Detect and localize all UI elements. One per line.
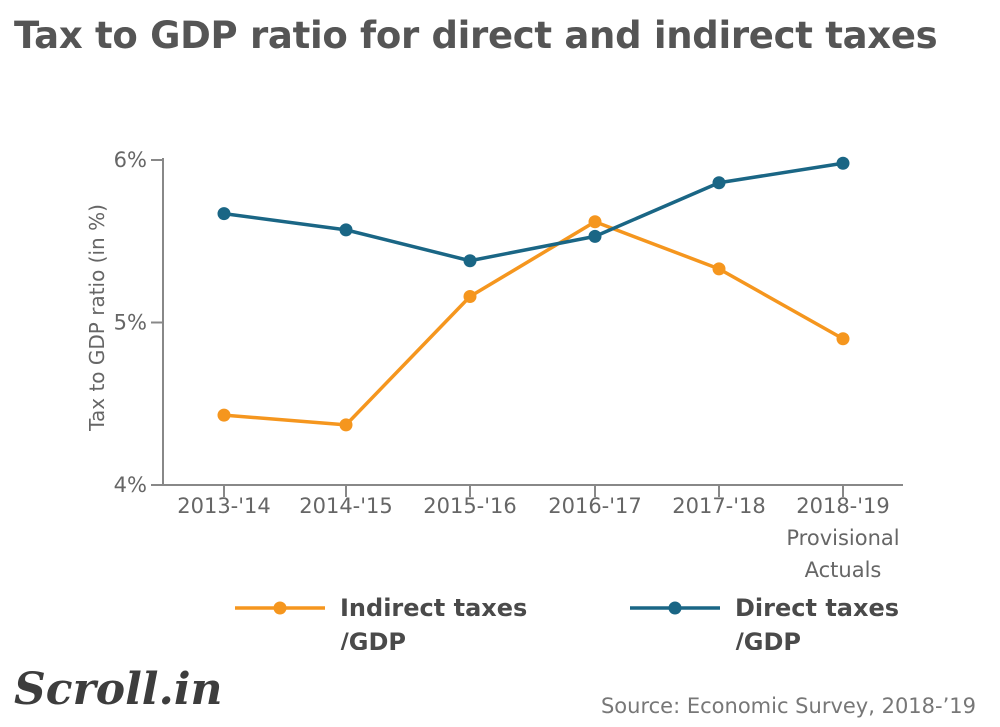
legend-marker [273, 601, 287, 615]
series-line [223, 220, 844, 427]
series-layer [217, 156, 850, 432]
data-point [463, 290, 477, 303]
data-point [836, 332, 850, 346]
x-tick-label: 2017-'18 [672, 494, 766, 518]
y-tick-label: 5% [114, 311, 147, 335]
data-point [217, 207, 231, 221]
data-point [712, 176, 726, 190]
legend-label-line2: /GDP [340, 628, 406, 650]
data-point [339, 418, 353, 432]
legend-marker [668, 601, 682, 615]
legend-label-line2: /GDP [735, 628, 801, 650]
data-point [339, 223, 353, 237]
chart-title: Tax to GDP ratio for direct and indirect… [14, 14, 938, 57]
scroll-logo[interactable]: Scroll.in [14, 664, 223, 715]
y-tick-label: 6% [114, 148, 147, 172]
axes: 4% 5% 6% Tax to GDP ratio (in %) 2013-'14 201… [85, 148, 903, 582]
series-line [223, 161, 844, 263]
data-point [712, 262, 726, 276]
data-point [217, 408, 231, 422]
x-tick-label: 2018-'19 [796, 494, 890, 518]
data-point [463, 254, 477, 268]
data-point [836, 156, 850, 170]
x-tick-sublabel: Provisional [786, 526, 899, 550]
series-indirect [217, 215, 850, 432]
data-point [588, 215, 602, 229]
x-tick-sublabel: Actuals [805, 558, 882, 582]
legend-label: Direct taxes [735, 594, 899, 622]
legend-item-indirect: Indirect taxes/GDP [235, 594, 527, 650]
y-tick-label: 4% [114, 473, 147, 497]
line-chart: 4% 5% 6% Tax to GDP ratio (in %) 2013-'14 201… [85, 148, 903, 650]
x-tick-label: 2013-'14 [177, 494, 271, 518]
source-note: Source: Economic Survey, 2018-’19 [600, 694, 976, 718]
legend-label: Indirect taxes [340, 594, 527, 622]
x-tick-label: 2014-'15 [299, 494, 393, 518]
series-direct [217, 156, 850, 268]
data-point [588, 229, 602, 243]
y-axis-title: Tax to GDP ratio (in %) [85, 204, 109, 432]
x-tick-label: 2015-'16 [423, 494, 517, 518]
legend-item-direct: Direct taxes/GDP [630, 594, 899, 650]
x-tick-label: 2016-'17 [548, 494, 642, 518]
